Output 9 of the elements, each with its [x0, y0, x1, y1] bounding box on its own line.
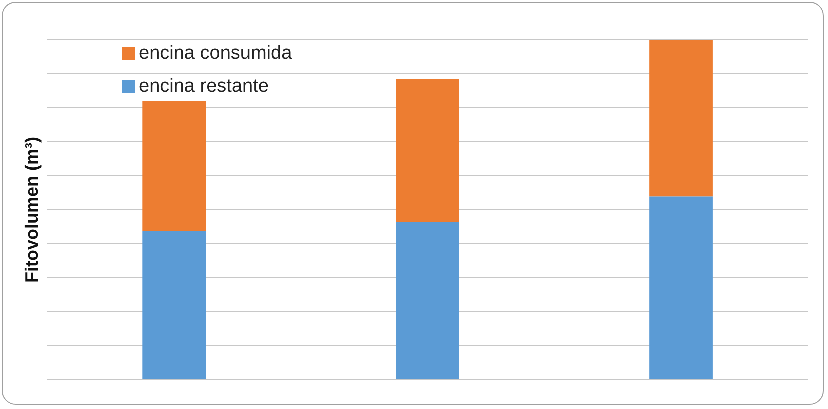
bar: [650, 196, 713, 380]
bar: [396, 79, 460, 222]
legend-label: encina consumida: [139, 42, 292, 64]
legend-label: encina restante: [139, 76, 269, 98]
bar: [650, 40, 713, 197]
bar: [396, 222, 460, 380]
bar: [142, 231, 206, 380]
bar: [142, 102, 206, 232]
y-axis-title: Fitovolumen (m³): [22, 137, 42, 283]
